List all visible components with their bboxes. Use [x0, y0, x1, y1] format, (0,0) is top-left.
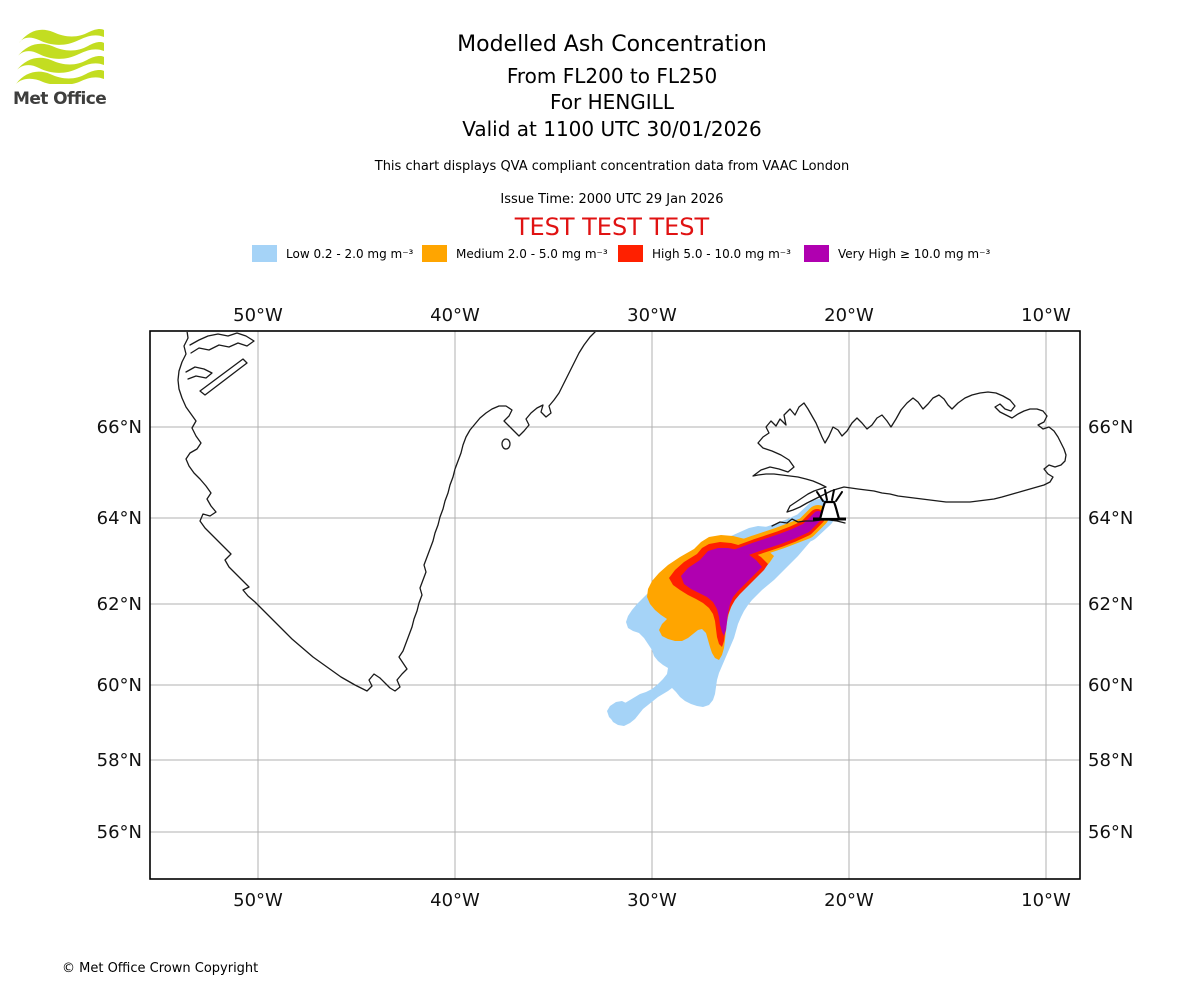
legend-item-low: Low 0.2 - 2.0 mg m⁻³: [252, 245, 413, 262]
greenland-fjord-sliver: [199, 358, 248, 396]
tick-top-30w: 30°W: [627, 305, 677, 326]
plume-low-detached-blob: [607, 701, 632, 723]
greenland-fjord-wiggle: [185, 366, 213, 380]
medium-swatch: [422, 245, 447, 262]
tick-left-64n: 64°N: [97, 508, 142, 529]
x-axis-top-labels: 50°W 40°W 30°W 20°W 10°W: [233, 305, 1071, 326]
map-canvas: 50°W 40°W 30°W 20°W 10°W 50°W 40°W 30°W …: [97, 305, 1134, 911]
low-swatch: [252, 245, 277, 262]
tick-top-10w: 10°W: [1021, 305, 1071, 326]
legend-item-medium: Medium 2.0 - 5.0 mg m⁻³: [422, 245, 608, 262]
plume-very-high-contour: [681, 548, 762, 636]
very-high-swatch: [804, 245, 829, 262]
tick-bottom-10w: 10°W: [1021, 890, 1071, 911]
greenland-islet: [501, 438, 511, 450]
y-axis-right-labels: 66°N 64°N 62°N 60°N 58°N 56°N: [1088, 417, 1133, 843]
iceland-coastline: [752, 391, 1067, 513]
x-axis-bottom-labels: 50°W 40°W 30°W 20°W 10°W: [233, 890, 1071, 911]
subtitle-flight-levels: From FL200 to FL250: [506, 64, 718, 88]
map-frame: [149, 330, 1081, 880]
tick-left-58n: 58°N: [97, 750, 142, 771]
grid-lines: [150, 331, 1080, 879]
greenland-fjord-inlet: [189, 332, 255, 354]
tick-bottom-50w: 50°W: [233, 890, 283, 911]
tick-right-64n: 64°N: [1088, 508, 1133, 529]
tick-left-60n: 60°N: [97, 675, 142, 696]
legend-label-low: Low 0.2 - 2.0 mg m⁻³: [286, 246, 414, 261]
high-swatch: [618, 245, 643, 262]
tick-bottom-30w: 30°W: [627, 890, 677, 911]
tick-top-40w: 40°W: [430, 305, 480, 326]
y-axis-left-labels: 66°N 64°N 62°N 60°N 58°N 56°N: [97, 417, 142, 843]
tick-right-62n: 62°N: [1088, 594, 1133, 615]
volcano-marker-hengill: [813, 489, 846, 521]
test-watermark: TEST TEST TEST: [514, 213, 710, 241]
tick-right-56n: 56°N: [1088, 822, 1133, 843]
legend-label-medium: Medium 2.0 - 5.0 mg m⁻³: [456, 246, 608, 261]
legend-item-high: High 5.0 - 10.0 mg m⁻³: [618, 245, 791, 262]
legend-label-high: High 5.0 - 10.0 mg m⁻³: [652, 246, 791, 261]
subtitle-volcano: For HENGILL: [550, 90, 674, 114]
copyright-notice: © Met Office Crown Copyright: [62, 961, 259, 976]
issue-time: Issue Time: 2000 UTC 29 Jan 2026: [500, 192, 724, 207]
tick-top-50w: 50°W: [233, 305, 283, 326]
chart-description: This chart displays QVA compliant concen…: [374, 159, 850, 174]
met-office-waves-icon: [16, 28, 104, 85]
tick-right-60n: 60°N: [1088, 675, 1133, 696]
subtitle-valid-time: Valid at 1100 UTC 30/01/2026: [462, 117, 762, 141]
legend-item-very-high: Very High ≥ 10.0 mg m⁻³: [804, 245, 990, 262]
tick-bottom-20w: 20°W: [824, 890, 874, 911]
met-office-logo-text: Met Office: [13, 89, 107, 109]
greenland-coastline: [177, 332, 596, 692]
legend-label-very-high: Very High ≥ 10.0 mg m⁻³: [838, 246, 991, 261]
tick-left-66n: 66°N: [97, 417, 142, 438]
tick-bottom-40w: 40°W: [430, 890, 480, 911]
page-title: Modelled Ash Concentration: [457, 32, 767, 57]
tick-right-66n: 66°N: [1088, 417, 1133, 438]
tick-top-20w: 20°W: [824, 305, 874, 326]
met-office-logo: Met Office: [13, 26, 113, 109]
eruption-rays-icon: [816, 489, 843, 502]
tick-left-56n: 56°N: [97, 822, 142, 843]
tick-left-62n: 62°N: [97, 594, 142, 615]
coastlines: [177, 332, 1067, 692]
tick-right-58n: 58°N: [1088, 750, 1133, 771]
ash-plume-contours: [607, 499, 835, 726]
